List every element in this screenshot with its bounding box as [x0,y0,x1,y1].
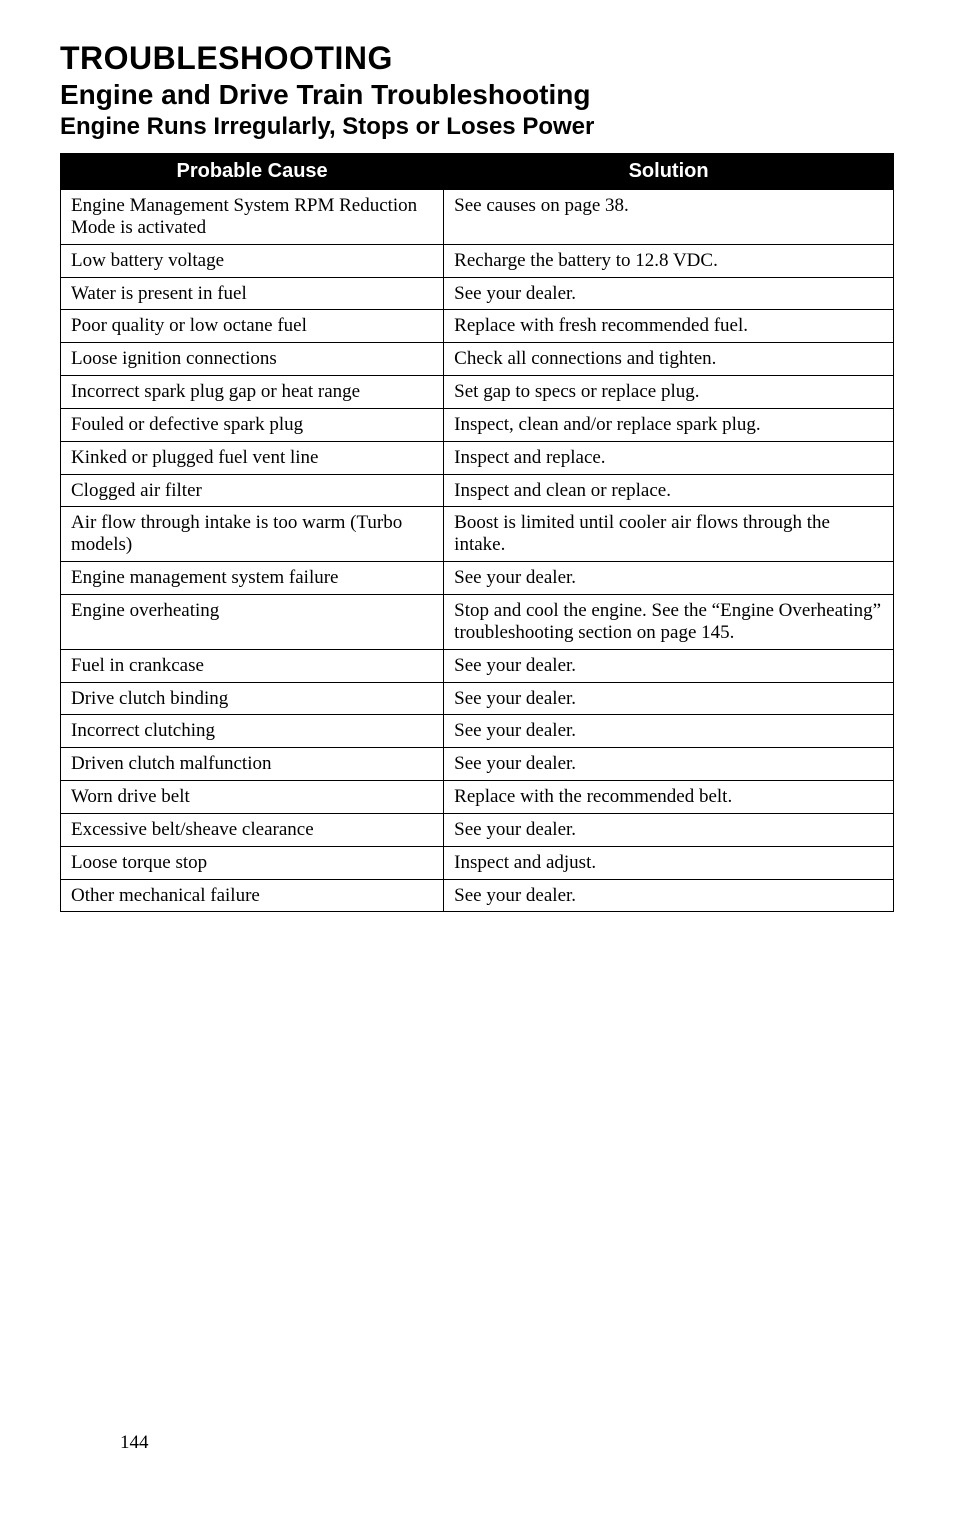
table-row: Engine Management System RPM Reduction M… [61,190,894,245]
cell-cause: Fuel in crankcase [61,649,444,682]
table-row: Clogged air filterInspect and clean or r… [61,474,894,507]
table-body: Engine Management System RPM Reduction M… [61,190,894,912]
cell-solution: Boost is limited until cooler air flows … [444,507,894,562]
table-row: Water is present in fuelSee your dealer. [61,277,894,310]
cell-cause: Incorrect spark plug gap or heat range [61,376,444,409]
cell-cause: Loose ignition connections [61,343,444,376]
cell-solution: Replace with fresh recommended fuel. [444,310,894,343]
table-row: Air flow through intake is too warm (Tur… [61,507,894,562]
page-title-subsection: Engine Runs Irregularly, Stops or Loses … [60,113,894,141]
table-row: Engine overheatingStop and cool the engi… [61,594,894,649]
cell-cause: Engine management system failure [61,562,444,595]
cell-cause: Other mechanical failure [61,879,444,912]
cell-cause: Air flow through intake is too warm (Tur… [61,507,444,562]
table-row: Incorrect spark plug gap or heat rangeSe… [61,376,894,409]
cell-cause: Driven clutch malfunction [61,748,444,781]
cell-solution: Inspect and clean or replace. [444,474,894,507]
col-header-cause: Probable Cause [61,154,444,190]
cell-cause: Excessive belt/sheave clearance [61,813,444,846]
table-row: Worn drive beltReplace with the recommen… [61,781,894,814]
page-title-section: Engine and Drive Train Troubleshooting [60,79,894,111]
cell-solution: See your dealer. [444,748,894,781]
cell-solution: See your dealer. [444,277,894,310]
cell-cause: Low battery voltage [61,244,444,277]
cell-solution: See your dealer. [444,715,894,748]
page-number: 144 [120,1432,149,1454]
cell-solution: Inspect, clean and/or replace spark plug… [444,408,894,441]
table-row: Loose torque stopInspect and adjust. [61,846,894,879]
table-header-row: Probable Cause Solution [61,154,894,190]
table-row: Kinked or plugged fuel vent lineInspect … [61,441,894,474]
cell-solution: See your dealer. [444,649,894,682]
table-row: Low battery voltageRecharge the battery … [61,244,894,277]
cell-solution: See your dealer. [444,813,894,846]
cell-solution: See your dealer. [444,879,894,912]
cell-cause: Kinked or plugged fuel vent line [61,441,444,474]
col-header-solution: Solution [444,154,894,190]
table-row: Driven clutch malfunctionSee your dealer… [61,748,894,781]
table-row: Engine management system failureSee your… [61,562,894,595]
cell-cause: Engine Management System RPM Reduction M… [61,190,444,245]
cell-cause: Water is present in fuel [61,277,444,310]
cell-cause: Clogged air filter [61,474,444,507]
cell-solution: Inspect and adjust. [444,846,894,879]
table-row: Incorrect clutchingSee your dealer. [61,715,894,748]
table-row: Drive clutch bindingSee your dealer. [61,682,894,715]
table-row: Fouled or defective spark plugInspect, c… [61,408,894,441]
cell-cause: Drive clutch binding [61,682,444,715]
cell-cause: Incorrect clutching [61,715,444,748]
cell-solution: Replace with the recommended belt. [444,781,894,814]
cell-solution: Stop and cool the engine. See the “Engin… [444,594,894,649]
page-title-main: TROUBLESHOOTING [60,40,894,77]
cell-solution: Set gap to specs or replace plug. [444,376,894,409]
cell-solution: See your dealer. [444,562,894,595]
table-row: Loose ignition connectionsCheck all conn… [61,343,894,376]
troubleshooting-table: Probable Cause Solution Engine Managemen… [60,153,894,912]
cell-solution: Inspect and replace. [444,441,894,474]
cell-cause: Worn drive belt [61,781,444,814]
cell-cause: Engine overheating [61,594,444,649]
table-row: Fuel in crankcaseSee your dealer. [61,649,894,682]
cell-solution: Check all connections and tighten. [444,343,894,376]
table-row: Excessive belt/sheave clearanceSee your … [61,813,894,846]
cell-cause: Poor quality or low octane fuel [61,310,444,343]
table-row: Poor quality or low octane fuelReplace w… [61,310,894,343]
table-row: Other mechanical failureSee your dealer. [61,879,894,912]
cell-cause: Fouled or defective spark plug [61,408,444,441]
cell-cause: Loose torque stop [61,846,444,879]
cell-solution: See your dealer. [444,682,894,715]
cell-solution: Recharge the battery to 12.8 VDC. [444,244,894,277]
cell-solution: See causes on page 38. [444,190,894,245]
